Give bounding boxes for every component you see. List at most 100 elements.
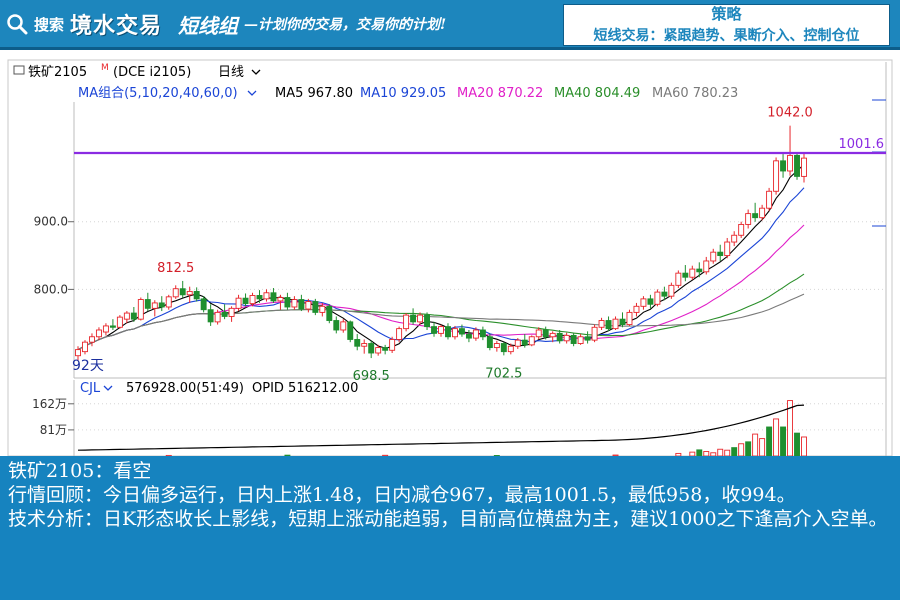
volume-bar: [738, 443, 745, 456]
candlestick: [214, 309, 221, 325]
candlestick: [137, 297, 144, 321]
chart-frame: [7, 59, 893, 456]
candlestick: [458, 324, 465, 337]
candlestick: [514, 338, 521, 349]
candle-body: [710, 251, 717, 262]
candlestick: [354, 334, 361, 351]
candlestick: [521, 334, 528, 348]
candle-body: [333, 320, 340, 331]
candle-body: [612, 318, 619, 330]
candle-body: [123, 312, 130, 320]
candlestick: [144, 292, 151, 312]
low-price-label: 702.5: [485, 366, 522, 381]
ma20-value: MA20 870.22: [457, 86, 543, 101]
candle-body: [109, 325, 116, 328]
candlestick: [102, 323, 109, 336]
candlestick: [507, 343, 514, 355]
ma5-value: MA5 967.80: [275, 86, 353, 101]
commentary-analysis: 技术分析：日K形态收长上影线，短期上涨动能趋弱，目前高位横盘为主，建议1000之…: [8, 508, 888, 530]
volume-bar: [759, 438, 766, 456]
candle-body: [137, 299, 144, 320]
volume-tick-label: 81万: [40, 423, 67, 437]
candlestick: [193, 287, 200, 302]
slogan: —计划你的交易，交易你的计划!: [244, 17, 447, 33]
search-icon: [7, 14, 28, 35]
candlestick: [619, 312, 626, 328]
candlestick: [717, 244, 724, 261]
header-banner: 搜索 境水交易 短线组 —计划你的交易，交易你的计划! 策略 短线交易：紧跟趋势…: [0, 0, 900, 50]
strategy-title: 策略: [711, 5, 742, 23]
candlestick: [158, 296, 165, 312]
candlestick: [591, 324, 598, 343]
candle-body: [577, 336, 584, 344]
candle-body: [780, 160, 787, 172]
period-selector[interactable]: 日线: [218, 65, 244, 80]
candle-body: [235, 297, 242, 309]
candle-body: [214, 311, 221, 323]
volume-bar: [731, 447, 738, 456]
candlestick: [438, 324, 444, 337]
candlestick: [703, 256, 710, 275]
candlestick: [256, 290, 263, 303]
candlestick: [577, 334, 584, 345]
candle-body: [179, 288, 186, 296]
candlestick: [773, 157, 780, 195]
candle-body: [312, 301, 319, 313]
candlestick: [724, 237, 731, 259]
volume-bar: [794, 432, 800, 456]
candlestick: [123, 311, 130, 324]
candle-body: [556, 332, 563, 342]
open-interest-line: [77, 404, 805, 451]
ma10-value: MA10 929.05: [360, 86, 446, 101]
candlestick: [563, 332, 570, 344]
candlestick: [263, 289, 270, 302]
volume-bar: [382, 454, 389, 456]
chevron-down-icon: [251, 69, 261, 75]
candlestick: [794, 152, 800, 180]
candle-body: [284, 297, 291, 308]
candle-body: [731, 234, 738, 243]
candle-body: [445, 326, 451, 338]
candle-body: [305, 301, 312, 310]
candle-body: [451, 328, 458, 338]
opid-value: OPID 516212.00: [252, 381, 358, 396]
candlestick: [417, 312, 424, 325]
candle-body: [479, 329, 486, 338]
candle-body: [431, 326, 437, 334]
candlestick: [389, 336, 396, 353]
candlestick: [766, 187, 773, 211]
candlestick: [801, 153, 807, 183]
candlestick: [598, 317, 605, 330]
volume-bar: [284, 454, 291, 456]
candle-body: [486, 336, 493, 349]
header-divider: [0, 47, 900, 50]
symbol-name: 铁矿2105: [28, 65, 87, 80]
volume-bar: [612, 454, 619, 456]
volume-bar: [801, 436, 807, 456]
candlestick: [200, 296, 207, 313]
volume-indicator-label[interactable]: CJL: [80, 381, 101, 396]
candle-body: [794, 154, 800, 177]
volume-bar: [165, 454, 172, 456]
candlestick: [647, 294, 654, 309]
candlestick: [207, 304, 214, 326]
candlestick: [472, 327, 479, 341]
candle-body: [752, 213, 759, 219]
candle-body: [75, 349, 81, 357]
candle-body: [514, 339, 521, 347]
volume-bar: [752, 433, 759, 456]
candle-body: [291, 299, 298, 308]
candlestick: [410, 308, 417, 325]
candle-body: [521, 339, 528, 346]
candle-body: [263, 292, 270, 300]
ma-group-label[interactable]: MA组合(5,10,20,40,60,0): [78, 86, 238, 101]
exchange-code: (DCE i2105): [113, 65, 191, 80]
candlestick: [535, 327, 542, 340]
candlestick: [640, 296, 647, 310]
candle-body: [193, 290, 200, 300]
price-axis-ticks: 900.0 800.0: [34, 215, 74, 296]
candlestick: [465, 329, 472, 343]
candle-body: [654, 291, 661, 305]
candlestick: [556, 329, 563, 344]
candle-body: [158, 302, 165, 308]
